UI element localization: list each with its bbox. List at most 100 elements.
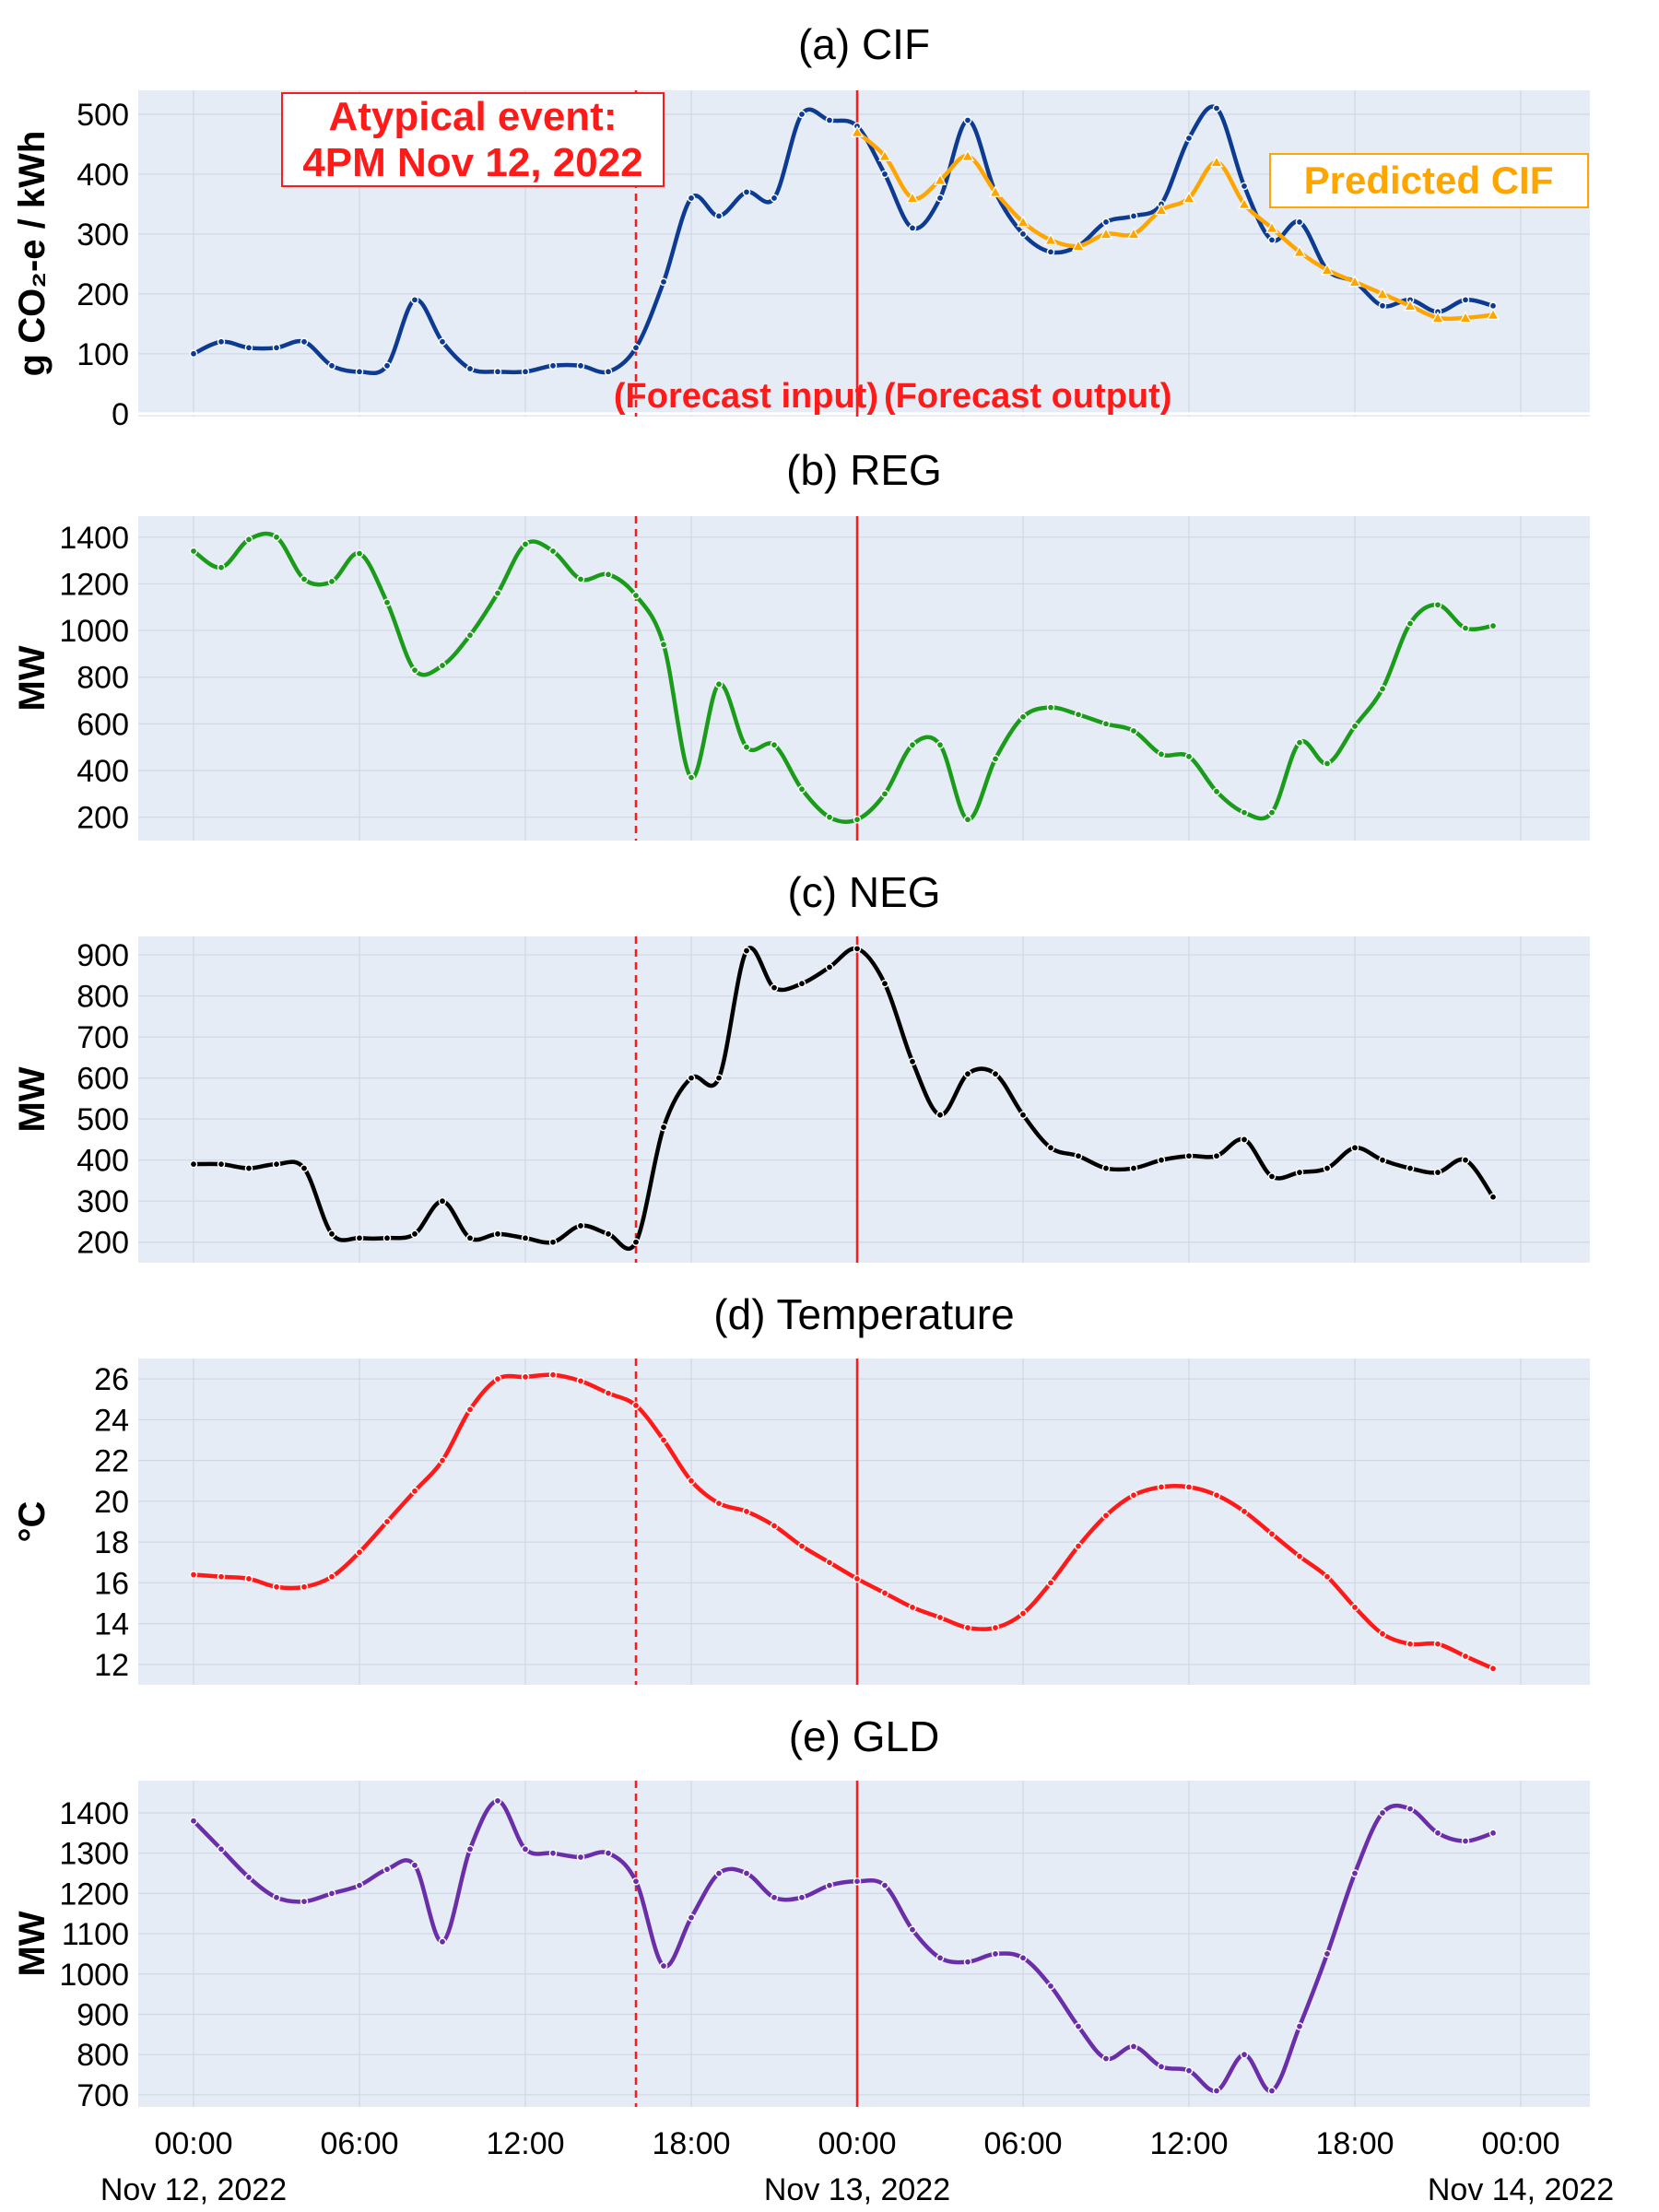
temperature-data-point [1461,1652,1470,1661]
cif-data-point [327,361,336,371]
gld-data-point [521,1844,530,1853]
gld-data-point [797,1893,806,1902]
neg-data-point [797,979,806,988]
y-axis-label-reg: MW [12,645,53,711]
x-tick-label: 00:00 [154,2126,232,2161]
temperature-data-point [604,1389,613,1397]
neg-data-point [300,1164,309,1172]
temperature-data-point [908,1603,917,1612]
y-axis-label-gld: MW [12,1911,53,1976]
neg-data-point [714,1074,724,1082]
reg-data-point [1350,722,1359,731]
predicted-point [1458,311,1473,324]
temperature-data-point [217,1572,226,1582]
y-tick-label: 200 [76,277,129,312]
neg-data-point [355,1233,364,1242]
reg-data-point [465,630,475,640]
temperature-data-point [1378,1630,1387,1638]
x-tick-label: 12:00 [1149,2126,1228,2161]
reg-data-point [991,755,1000,763]
cif-data-point [1101,218,1111,227]
predicted-point [1043,233,1058,245]
temperature-data-point [1433,1640,1442,1649]
gld-data-point [991,1949,1000,1959]
temperature-data-point [963,1623,972,1632]
gld-data-point [1240,2050,1249,2059]
series-temperature [189,1371,1498,1673]
neg-data-point [1323,1164,1332,1172]
cif-data-point [493,367,502,376]
gld-data-point [742,1869,751,1877]
temperature-data-point [272,1583,281,1592]
neg-data-point [1212,1151,1221,1160]
temperature-data-point [991,1623,1000,1632]
gld-data-point [604,1849,613,1857]
neg-data-point [1074,1151,1083,1160]
temperature-data-point [770,1522,779,1530]
predicted-point [1320,263,1335,276]
cif-data-point [465,364,475,373]
neg-data-point [438,1196,447,1206]
gld-data-point [1350,1869,1359,1877]
reg-data-point [1074,710,1083,719]
forecast-output-label: (Forecast output) [884,377,1171,416]
y-tick-label: 800 [76,980,129,1015]
temperature-data-point [714,1499,724,1508]
temperature-data-point [935,1613,945,1622]
cif-data-point [244,344,253,352]
gld-data-point [548,1849,558,1857]
neg-data-point [908,1057,917,1066]
y-tick-label: 1400 [59,521,129,556]
reg-data-point [963,815,972,824]
y-tick-label: 400 [76,158,129,193]
grid-temperature [138,1359,1590,1685]
grid-neg [138,936,1590,1263]
panel-temperature: (d) Temperature °C 12 14 16 18 20 22 24 26 [12,1290,1590,1685]
y-tick-label: 300 [76,1184,129,1219]
temperature-data-point [825,1558,834,1567]
reg-data-point [1406,619,1415,628]
cif-data-point [300,337,309,347]
gld-data-point [217,1844,226,1853]
panel-cif: (a) CIF g CO₂-e / kWh 0 100 200 300 400 500 A… [12,20,1590,432]
predicted-point [877,149,892,161]
x-tick-label: 12:00 [486,2126,564,2161]
predicted-point [1403,299,1418,312]
reg-data-point [576,575,585,583]
cif-data-point [521,367,530,376]
temperature-data-point [382,1517,392,1526]
reg-data-point [1433,600,1442,609]
gld-data-point [1129,2042,1138,2051]
reg-data-point [1323,759,1332,768]
y-tick-label: 400 [76,1144,129,1179]
neg-data-point [1129,1164,1138,1172]
reg-data-point [300,575,309,583]
neg-data-point [963,1069,972,1078]
neg-data-point [604,1230,613,1239]
neg-data-point [244,1164,253,1172]
gld-data-point [493,1796,502,1806]
gld-data-point [1295,2022,1304,2030]
gld-data-point [1074,2022,1083,2030]
neg-data-point [935,1111,945,1119]
gld-data-point [410,1861,419,1870]
temperature-data-point [631,1401,641,1410]
neg-data-point [1046,1144,1055,1152]
cif-data-point [935,194,945,203]
temperature-data-point [1046,1579,1055,1587]
reg-data-point [1046,703,1055,712]
panel-title-gld: (e) GLD [789,1712,940,1760]
neg-data-point [1406,1164,1415,1172]
y-tick-label: 900 [76,938,129,973]
y-ticks-reg: 200 400 600 800 1000 1200 1400 [59,521,129,836]
reg-data-point [1129,726,1138,735]
predicted-cif-label: Predicted CIF [1269,153,1589,208]
predicted-point [1071,239,1086,252]
reg-data-point [908,740,917,749]
y-tick-label: 16 [94,1566,129,1601]
gld-data-point [1378,1808,1387,1818]
y-axis-label-cif: g CO₂-e / kWh [12,131,53,377]
series-neg [189,945,1498,1252]
cif-data-point [770,194,779,203]
neg-data-point [687,1074,696,1082]
